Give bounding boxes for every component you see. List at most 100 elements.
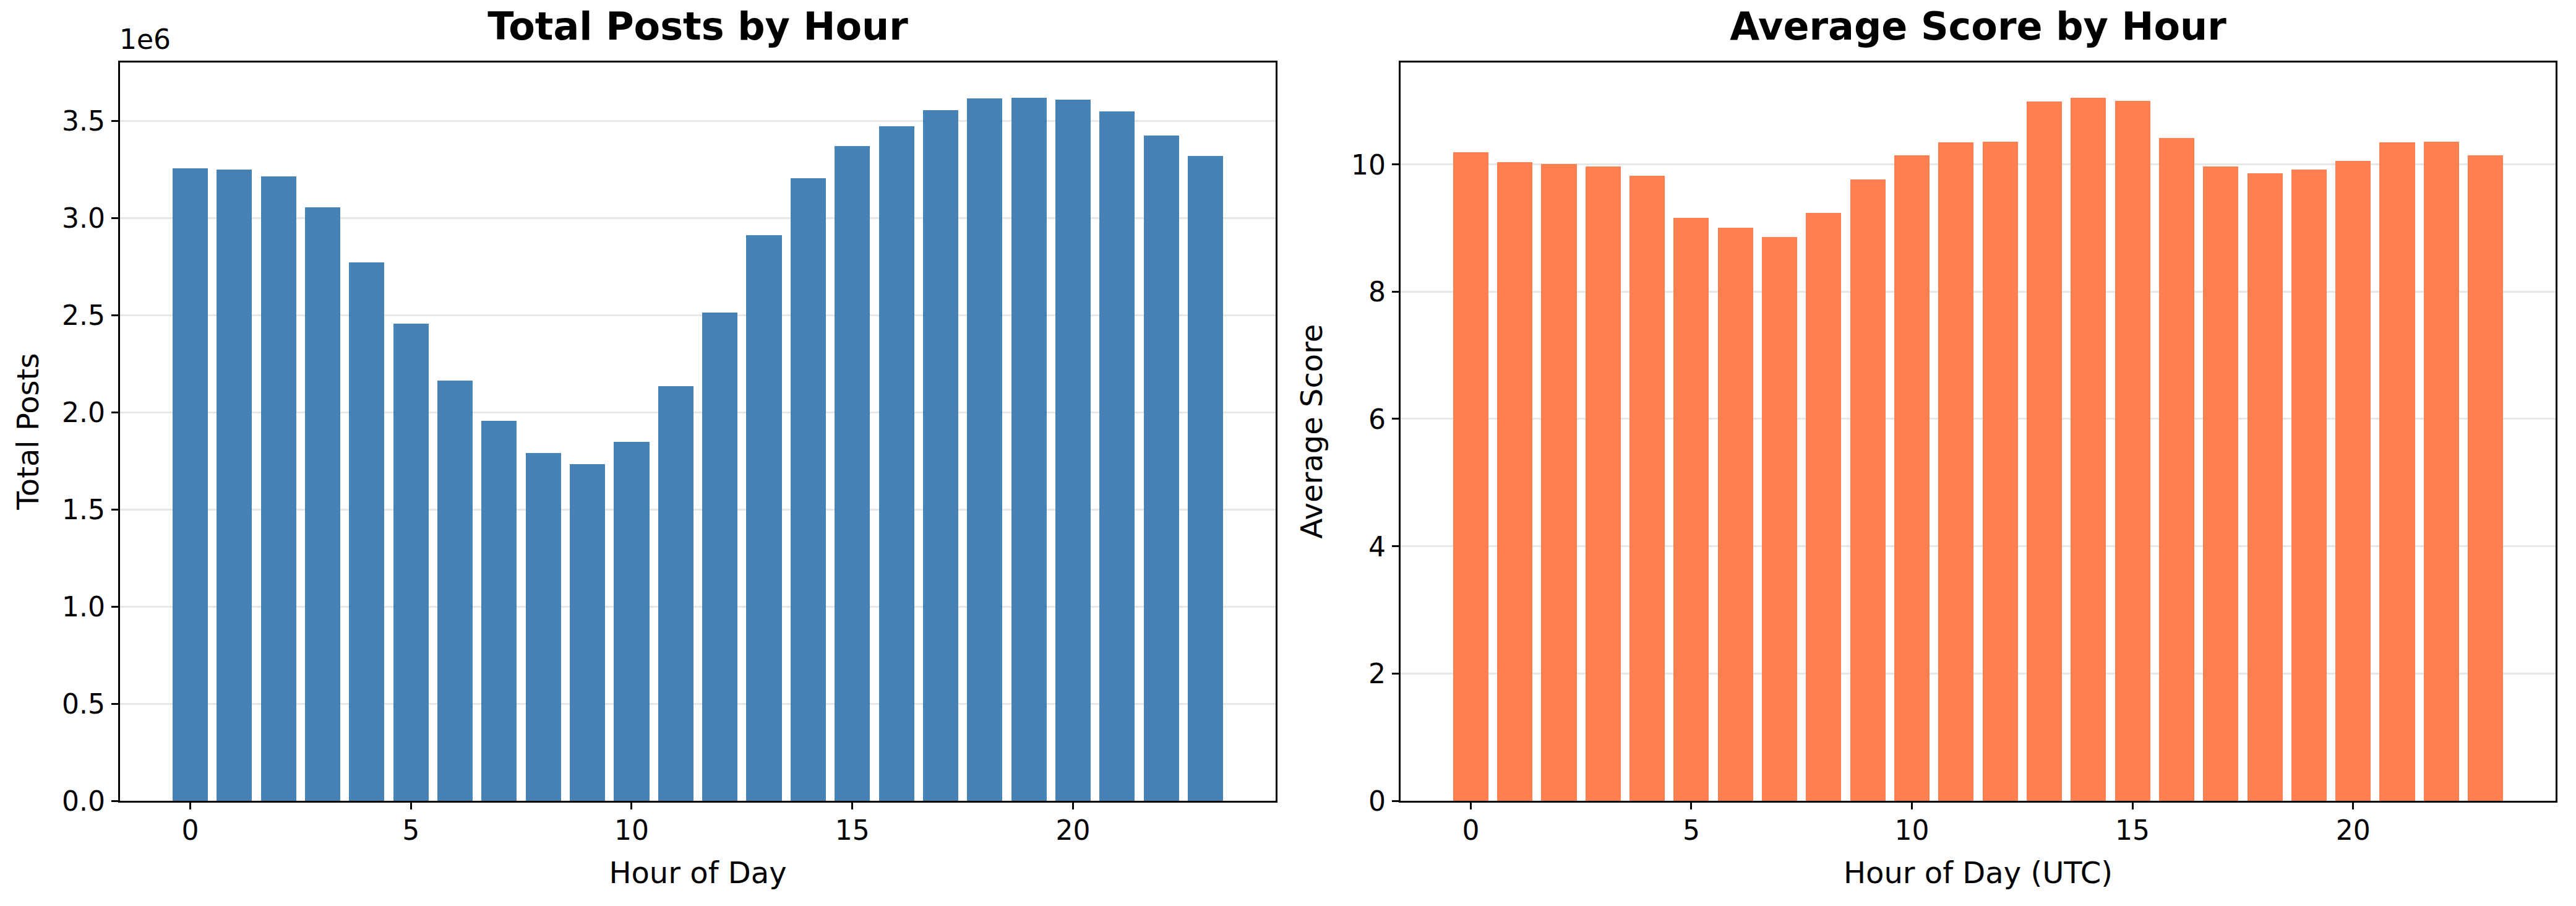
y-tick-label-10: 10 (1351, 149, 1386, 180)
bar-hour-19 (2291, 170, 2327, 801)
y-tick-label-6: 6 (1368, 403, 1386, 434)
bar-hour-14 (2071, 98, 2106, 801)
bar-hour-16 (879, 126, 914, 801)
y-tick-label-0: 0.0 (62, 785, 105, 817)
bar-hour-13 (746, 235, 781, 801)
y-tick-label-2000000: 2.0 (62, 397, 105, 428)
bar-hour-17 (2203, 166, 2238, 801)
y-tick-label-1500000: 1.5 (62, 494, 105, 525)
bar-hour-0 (1453, 152, 1488, 801)
x-tick-label-15: 15 (2115, 814, 2150, 846)
bar-hour-15 (835, 146, 870, 801)
y-tick-label-2500000: 2.5 (62, 300, 105, 331)
bar-hour-22 (1144, 136, 1179, 801)
x-tick-0 (1470, 801, 1472, 809)
x-tick-0 (189, 801, 191, 809)
plot-area-total-posts: 0.00.51.01.52.02.53.03.505101520 (118, 61, 1277, 803)
bar-hour-0 (173, 168, 208, 801)
bar-hour-12 (702, 313, 737, 801)
bar-hour-5 (393, 324, 429, 801)
x-tick-label-10: 10 (614, 814, 649, 846)
x-tick-label-5: 5 (1683, 814, 1700, 846)
bar-hour-17 (923, 110, 958, 801)
y-tick-label-3500000: 3.5 (62, 105, 105, 137)
y-tick-label-1000000: 1.0 (62, 591, 105, 623)
y-tick-3500000 (111, 120, 120, 122)
bar-hour-10 (614, 442, 649, 801)
bar-hour-8 (1806, 213, 1841, 801)
x-tick-5 (410, 801, 412, 809)
y-tick-label-4: 4 (1368, 530, 1386, 562)
bar-hour-2 (1541, 164, 1576, 801)
y-tick-1000000 (111, 606, 120, 608)
bar-hour-6 (1718, 228, 1753, 801)
bar-hour-1 (217, 170, 252, 801)
x-tick-15 (851, 801, 853, 809)
y-axis-offset-text: 1e6 (119, 24, 171, 55)
y-tick-6 (1392, 418, 1401, 420)
bar-hour-4 (349, 262, 384, 801)
bar-hour-20 (1055, 100, 1091, 801)
chart-title-average-score: Average Score by Hour (1399, 4, 2557, 50)
x-tick-label-10: 10 (1895, 814, 1930, 846)
x-tick-20 (2352, 801, 2354, 809)
bar-hour-23 (2468, 155, 2503, 801)
x-tick-10 (1911, 801, 1913, 809)
y-tick-4 (1392, 545, 1401, 547)
y-axis-label-total-posts: Total Posts (11, 353, 45, 510)
bar-hour-1 (1497, 162, 1532, 801)
bar-hour-3 (305, 207, 340, 801)
bar-hour-23 (1188, 156, 1223, 801)
bar-hour-18 (967, 98, 1002, 801)
x-tick-15 (2132, 801, 2134, 809)
bar-hour-14 (791, 178, 826, 801)
bar-hour-11 (658, 386, 693, 801)
plot-area-average-score: 024681005101520 (1399, 61, 2557, 803)
bar-hour-6 (437, 381, 473, 801)
x-tick-20 (1072, 801, 1074, 809)
bar-hour-3 (1586, 166, 1621, 801)
x-tick-label-20: 20 (1055, 814, 1090, 846)
bar-hour-12 (1983, 142, 2018, 801)
bar-hour-5 (1673, 218, 1709, 801)
bar-hour-8 (526, 453, 561, 801)
bar-hour-19 (1011, 98, 1047, 801)
y-tick-label-8: 8 (1368, 276, 1386, 308)
y-tick-500000 (111, 703, 120, 705)
figure: Total Posts by Hour 1e6 Total Posts 0.00… (0, 0, 2576, 906)
y-tick-label-0: 0 (1368, 785, 1386, 817)
bar-hour-10 (1894, 155, 1930, 801)
y-tick-10 (1392, 163, 1401, 165)
chart-title-total-posts: Total Posts by Hour (118, 4, 1277, 50)
bar-hour-9 (570, 464, 605, 801)
y-tick-label-500000: 0.5 (62, 688, 105, 720)
x-tick-label-20: 20 (2336, 814, 2371, 846)
bar-hour-4 (1629, 176, 1665, 801)
bar-hour-15 (2115, 101, 2150, 801)
bar-hour-9 (1850, 179, 1886, 801)
bar-hour-7 (481, 421, 517, 801)
x-tick-5 (1690, 801, 1692, 809)
x-tick-label-15: 15 (835, 814, 870, 846)
x-tick-10 (630, 801, 632, 809)
y-tick-label-2: 2 (1368, 658, 1386, 689)
bar-hour-21 (1099, 111, 1135, 801)
bar-hour-11 (1938, 142, 1973, 801)
bar-hour-20 (2335, 161, 2371, 801)
y-axis-label-average-score: Average Score (1294, 324, 1329, 539)
bar-hour-13 (2027, 101, 2062, 801)
y-tick-2 (1392, 673, 1401, 675)
x-tick-label-0: 0 (181, 814, 199, 846)
bar-hour-21 (2379, 142, 2415, 801)
y-tick-0 (1392, 800, 1401, 802)
y-tick-8 (1392, 291, 1401, 293)
x-tick-label-0: 0 (1462, 814, 1479, 846)
y-tick-label-3000000: 3.0 (62, 202, 105, 234)
bar-hour-7 (1762, 237, 1797, 801)
y-tick-3000000 (111, 217, 120, 219)
x-tick-label-5: 5 (402, 814, 419, 846)
bar-hour-16 (2159, 138, 2194, 801)
y-tick-1500000 (111, 509, 120, 511)
x-axis-label-total-posts: Hour of Day (118, 855, 1277, 890)
bar-hour-22 (2424, 142, 2459, 801)
